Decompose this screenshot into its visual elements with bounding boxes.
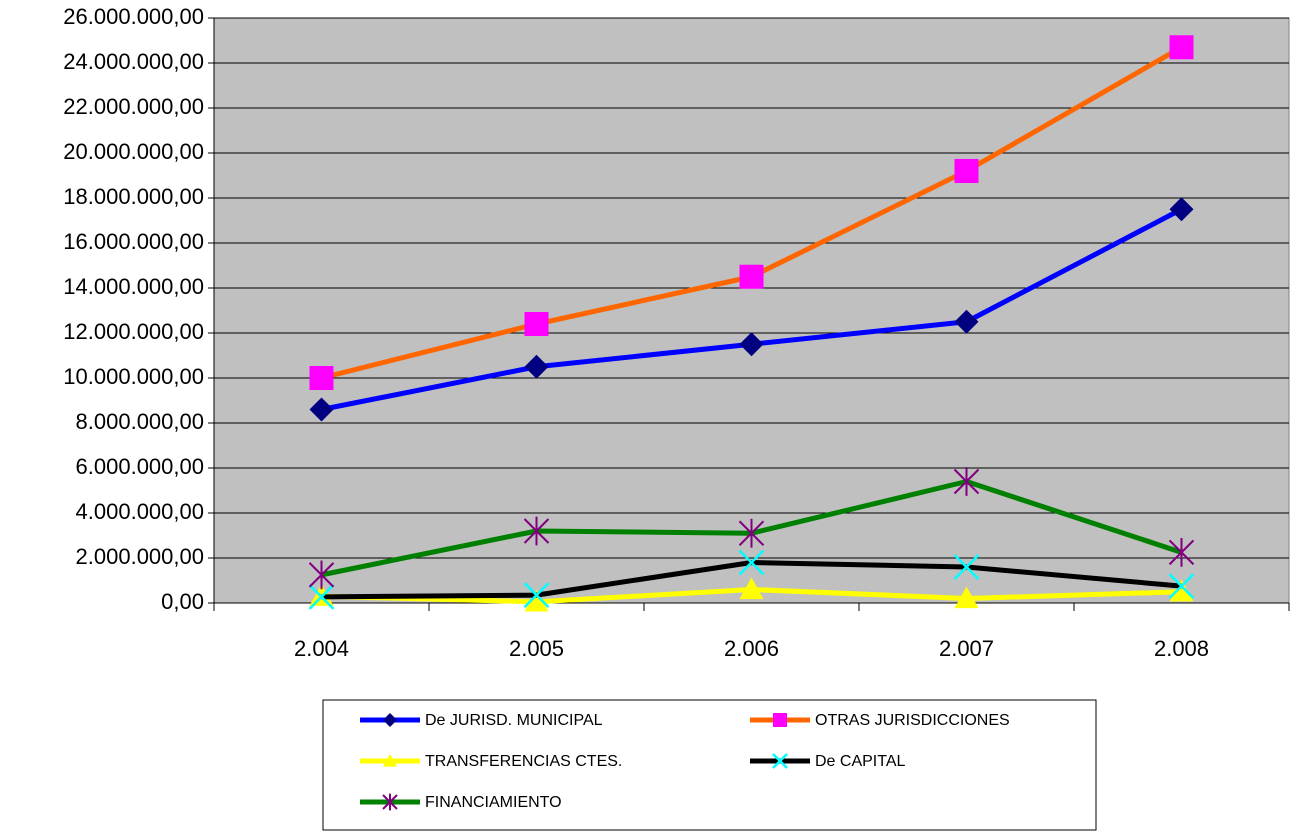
- marker: [523, 516, 550, 546]
- marker: [308, 584, 335, 610]
- y-tick-label: 26.000.000,00: [63, 4, 204, 29]
- marker: [953, 467, 980, 496]
- legend-label: FINANCIAMIENTO: [425, 794, 562, 811]
- marker: [953, 554, 980, 580]
- marker: [524, 312, 549, 336]
- y-tick-label: 0,00: [161, 589, 204, 614]
- marker: [738, 518, 765, 548]
- y-tick-label: 18.000.000,00: [63, 184, 204, 209]
- marker: [954, 586, 979, 609]
- legend-label: De CAPITAL: [815, 753, 906, 770]
- marker: [308, 560, 335, 590]
- marker: [524, 589, 549, 612]
- marker: [524, 354, 549, 379]
- x-tick-label: 2.006: [724, 636, 779, 661]
- legend-label: TRANSFERENCIAS CTES.: [425, 753, 622, 770]
- marker: [383, 754, 397, 767]
- marker: [309, 366, 334, 390]
- marker: [954, 309, 979, 334]
- y-tick-label: 2.000.000,00: [76, 544, 204, 569]
- marker: [1168, 537, 1195, 567]
- marker: [1169, 197, 1194, 222]
- y-tick-label: 4.000.000,00: [76, 499, 204, 524]
- marker: [739, 332, 764, 357]
- y-tick-label: 14.000.000,00: [63, 274, 204, 299]
- marker: [523, 582, 550, 609]
- marker: [382, 793, 398, 811]
- x-tick-label: 2.005: [509, 636, 564, 661]
- marker: [738, 549, 765, 576]
- y-tick-label: 20.000.000,00: [63, 139, 204, 164]
- y-tick-label: 10.000.000,00: [63, 364, 204, 389]
- legend-label: De JURISD. MUNICIPAL: [425, 712, 603, 729]
- marker: [773, 713, 787, 727]
- marker: [1169, 35, 1194, 60]
- legend: [322, 699, 1097, 831]
- legend-label: OTRAS JURISDICCIONES: [815, 712, 1010, 729]
- marker: [739, 577, 764, 600]
- y-tick-label: 24.000.000,00: [63, 49, 204, 74]
- x-tick-label: 2.007: [939, 636, 994, 661]
- plot-area: [213, 17, 1290, 604]
- marker: [739, 264, 764, 289]
- marker: [954, 159, 979, 183]
- marker: [772, 753, 788, 769]
- y-tick-label: 6.000.000,00: [76, 454, 204, 479]
- y-tick-label: 22.000.000,00: [63, 94, 204, 119]
- y-tick-label: 8.000.000,00: [76, 409, 204, 434]
- x-tick-label: 2.004: [294, 636, 349, 661]
- x-tick-label: 2.008: [1154, 636, 1209, 661]
- marker: [383, 713, 397, 727]
- y-tick-label: 12.000.000,00: [63, 319, 204, 344]
- marker: [1169, 579, 1194, 602]
- y-tick-label: 16.000.000,00: [63, 229, 204, 254]
- marker: [309, 397, 334, 422]
- marker: [1168, 573, 1195, 600]
